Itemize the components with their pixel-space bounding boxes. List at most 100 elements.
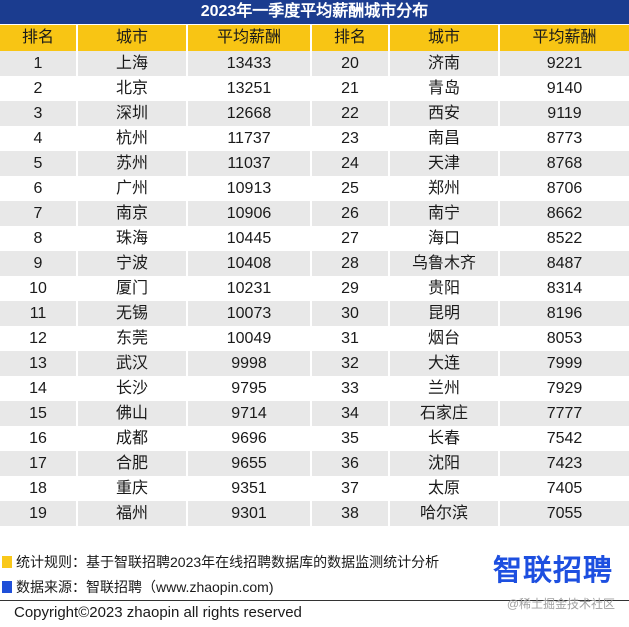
salary-cell: 7405 <box>546 480 583 497</box>
salary-cell: 9998 <box>188 351 312 376</box>
source-legend-square <box>2 581 12 593</box>
rank-cell: 18 <box>0 476 78 501</box>
rank-cell: 14 <box>0 376 78 401</box>
salary-table: 排名 城市 平均薪酬 排名 城市 平均薪酬 1 上海 13433 20 济南 9221 2 北… <box>0 25 629 526</box>
city-cell: 济南 <box>390 51 500 76</box>
salary-cell: 8196 <box>546 305 583 322</box>
salary-cell: 7999 <box>546 355 583 372</box>
salary-cell: 8706 <box>546 180 583 197</box>
rank-cell: 5 <box>0 151 78 176</box>
rank-cell: 35 <box>312 426 390 451</box>
city-cell: 长春 <box>390 426 500 451</box>
rank-cell: 23 <box>312 126 390 151</box>
rank-cell: 21 <box>312 76 390 101</box>
table-row: 4 杭州 11737 23 南昌 8773 <box>0 126 629 151</box>
city-cell: 南昌 <box>390 126 500 151</box>
city-cell: 东莞 <box>78 326 188 351</box>
rank-cell: 11 <box>0 301 78 326</box>
rank-cell: 30 <box>312 301 390 326</box>
rank-cell: 20 <box>312 51 390 76</box>
table-row: 18 重庆 9351 37 太原 7405 <box>0 476 629 501</box>
salary-cell: 10049 <box>188 326 312 351</box>
city-cell: 重庆 <box>78 476 188 501</box>
rank-cell: 37 <box>312 476 390 501</box>
salary-cell: 7423 <box>546 455 583 472</box>
table-row: 6 广州 10913 25 郑州 8706 <box>0 176 629 201</box>
salary-cell: 9221 <box>546 55 583 72</box>
city-cell: 宁波 <box>78 251 188 276</box>
rank-cell: 28 <box>312 251 390 276</box>
city-cell: 沈阳 <box>390 451 500 476</box>
city-cell: 青岛 <box>390 76 500 101</box>
zhaopin-logo: 智联招聘 <box>493 555 614 587</box>
rule-legend-square <box>2 556 12 568</box>
table-title: 2023年一季度平均薪酬城市分布 <box>0 0 629 24</box>
table-row: 7 南京 10906 26 南宁 8662 <box>0 201 629 226</box>
salary-cell: 8487 <box>546 255 583 272</box>
city-cell: 苏州 <box>78 151 188 176</box>
table-row: 16 成都 9696 35 长春 7542 <box>0 426 629 451</box>
salary-cell: 10073 <box>188 301 312 326</box>
header-salary: 平均薪酬 <box>532 29 597 46</box>
city-cell: 佛山 <box>78 401 188 426</box>
salary-cell: 9301 <box>188 501 312 526</box>
table-row: 11 无锡 10073 30 昆明 8196 <box>0 301 629 326</box>
city-cell: 厦门 <box>78 276 188 301</box>
city-cell: 乌鲁木齐 <box>390 251 500 276</box>
rank-cell: 7 <box>0 201 78 226</box>
table-row: 17 合肥 9655 36 沈阳 7423 <box>0 451 629 476</box>
city-cell: 北京 <box>78 76 188 101</box>
header-city: 城市 <box>78 25 188 51</box>
city-cell: 合肥 <box>78 451 188 476</box>
table-header-row: 排名 城市 平均薪酬 排名 城市 平均薪酬 <box>0 25 629 51</box>
city-cell: 哈尔滨 <box>390 501 500 526</box>
salary-cell: 12668 <box>188 101 312 126</box>
city-cell: 武汉 <box>78 351 188 376</box>
table-row: 3 深圳 12668 22 西安 9119 <box>0 101 629 126</box>
salary-cell: 9714 <box>188 401 312 426</box>
salary-cell: 9140 <box>546 80 583 97</box>
rank-cell: 13 <box>0 351 78 376</box>
header-city: 城市 <box>390 25 500 51</box>
salary-cell: 8053 <box>546 330 583 347</box>
table-row: 9 宁波 10408 28 乌鲁木齐 8487 <box>0 251 629 276</box>
header-salary: 平均薪酬 <box>188 25 312 51</box>
table-row: 2 北京 13251 21 青岛 9140 <box>0 76 629 101</box>
city-cell: 珠海 <box>78 226 188 251</box>
salary-cell: 10445 <box>188 226 312 251</box>
salary-cell: 9119 <box>547 105 582 122</box>
header-rank: 排名 <box>312 25 390 51</box>
city-cell: 深圳 <box>78 101 188 126</box>
city-cell: 南京 <box>78 201 188 226</box>
city-cell: 昆明 <box>390 301 500 326</box>
rank-cell: 6 <box>0 176 78 201</box>
salary-cell: 7055 <box>546 505 583 522</box>
salary-cell: 10231 <box>188 276 312 301</box>
table-row: 15 佛山 9714 34 石家庄 7777 <box>0 401 629 426</box>
city-cell: 兰州 <box>390 376 500 401</box>
salary-cell: 8768 <box>546 155 583 172</box>
rank-cell: 15 <box>0 401 78 426</box>
rank-cell: 16 <box>0 426 78 451</box>
city-cell: 长沙 <box>78 376 188 401</box>
rank-cell: 24 <box>312 151 390 176</box>
rank-cell: 10 <box>0 276 78 301</box>
rank-cell: 29 <box>312 276 390 301</box>
city-cell: 烟台 <box>390 326 500 351</box>
rank-cell: 17 <box>0 451 78 476</box>
salary-cell: 7777 <box>546 405 583 422</box>
city-cell: 福州 <box>78 501 188 526</box>
city-cell: 无锡 <box>78 301 188 326</box>
header-rank: 排名 <box>0 25 78 51</box>
salary-cell: 11037 <box>188 151 312 176</box>
rank-cell: 12 <box>0 326 78 351</box>
city-cell: 石家庄 <box>390 401 500 426</box>
salary-cell: 7542 <box>546 430 583 447</box>
salary-cell: 7929 <box>546 380 583 397</box>
table-body: 1 上海 13433 20 济南 9221 2 北京 13251 21 青岛 9140 3 深圳 12668… <box>0 51 629 526</box>
rank-cell: 19 <box>0 501 78 526</box>
city-cell: 南宁 <box>390 201 500 226</box>
city-cell: 上海 <box>78 51 188 76</box>
table-row: 1 上海 13433 20 济南 9221 <box>0 51 629 76</box>
city-cell: 郑州 <box>390 176 500 201</box>
